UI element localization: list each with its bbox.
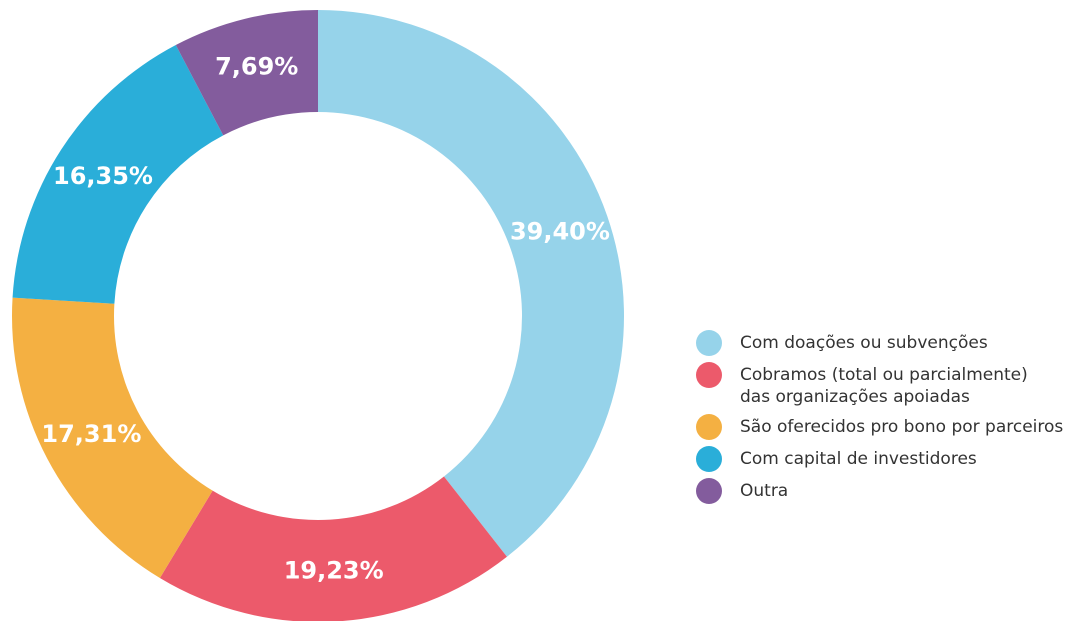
legend-item: Com capital de investidores [696, 446, 1063, 472]
value-label: 7,69% [215, 52, 298, 80]
donut-slice [11, 297, 213, 578]
legend-swatch [696, 330, 722, 356]
legend-swatch [696, 446, 722, 472]
value-label: 16,35% [53, 162, 153, 190]
legend-label: Com capital de investidores [740, 449, 977, 469]
donut-slice [318, 10, 625, 557]
legend-label: São oferecidos pro bono por parceiros [740, 417, 1064, 437]
legend: Com doações ou subvenções Cobramos (total… [696, 330, 1063, 510]
legend-swatch [696, 414, 722, 440]
value-label: 19,23% [284, 557, 384, 585]
value-label: 39,40% [510, 217, 610, 245]
legend-label: Cobramos (total ou parcialmente) das org… [740, 365, 1028, 407]
legend-label: Com doações ou subvenções [740, 333, 988, 353]
legend-item: Outra [696, 478, 1063, 504]
donut-slice [159, 476, 507, 621]
legend-swatch [696, 362, 722, 388]
legend-item: Com doações ou subvenções [696, 330, 1063, 356]
legend-item: São oferecidos pro bono por parceiros [696, 414, 1063, 440]
legend-label: Outra [740, 481, 789, 501]
value-label: 17,31% [41, 420, 141, 448]
donut-slice [175, 10, 318, 136]
legend-item: Cobramos (total ou parcialmente) das org… [696, 362, 1063, 408]
donut-slice [12, 45, 224, 304]
legend-swatch [696, 478, 722, 504]
